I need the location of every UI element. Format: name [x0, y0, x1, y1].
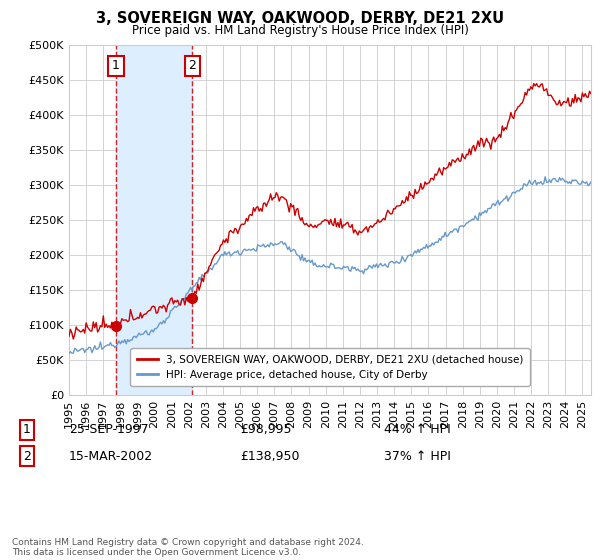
Text: 15-MAR-2002: 15-MAR-2002 — [69, 450, 153, 463]
Text: 25-SEP-1997: 25-SEP-1997 — [69, 423, 149, 436]
Text: 2: 2 — [188, 59, 196, 72]
Text: Price paid vs. HM Land Registry's House Price Index (HPI): Price paid vs. HM Land Registry's House … — [131, 24, 469, 36]
Bar — [116, 45, 193, 395]
Text: Contains HM Land Registry data © Crown copyright and database right 2024.
This d: Contains HM Land Registry data © Crown c… — [12, 538, 364, 557]
Text: £98,995: £98,995 — [240, 423, 292, 436]
Text: 3, SOVEREIGN WAY, OAKWOOD, DERBY, DE21 2XU: 3, SOVEREIGN WAY, OAKWOOD, DERBY, DE21 2… — [96, 11, 504, 26]
Text: 1: 1 — [112, 59, 120, 72]
Text: 37% ↑ HPI: 37% ↑ HPI — [384, 450, 451, 463]
Text: 2: 2 — [23, 450, 31, 463]
Legend: 3, SOVEREIGN WAY, OAKWOOD, DERBY, DE21 2XU (detached house), HPI: Average price,: 3, SOVEREIGN WAY, OAKWOOD, DERBY, DE21 2… — [130, 348, 530, 386]
Text: 44% ↑ HPI: 44% ↑ HPI — [384, 423, 451, 436]
Text: 1: 1 — [23, 423, 31, 436]
Text: £138,950: £138,950 — [240, 450, 299, 463]
